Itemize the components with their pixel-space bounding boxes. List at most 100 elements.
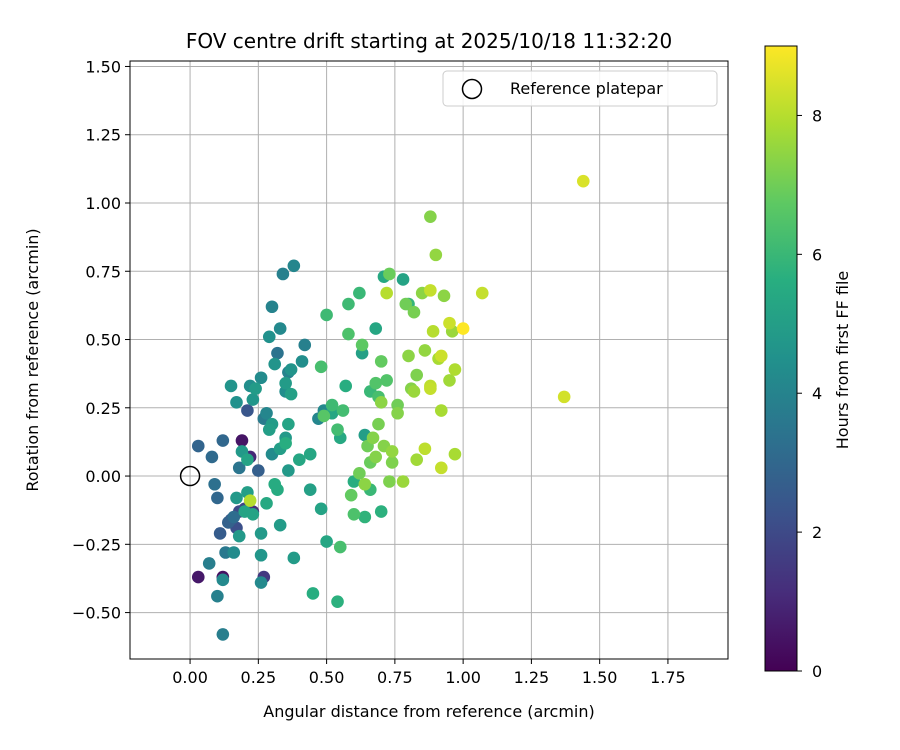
scatter-point (369, 322, 383, 335)
x-tick-label: 0.75 (377, 668, 413, 687)
scatter-point (284, 387, 298, 401)
x-tick-label: 0.50 (309, 668, 345, 687)
scatter-point (303, 447, 317, 461)
scatter-point (241, 453, 254, 466)
scatter-point (331, 423, 344, 436)
scatter-point (353, 467, 366, 480)
scatter-point (410, 368, 424, 382)
scatter-point (235, 434, 249, 447)
legend-label: Reference platepar (510, 79, 663, 98)
colorbar: 0 2 4 6 8 Hours from first FF file (764, 45, 852, 681)
scatter-point (557, 390, 571, 404)
y-axis-label: Rotation from reference (arcmin) (23, 228, 42, 491)
scatter-point (216, 628, 230, 641)
scatter-point (385, 456, 399, 469)
scatter-point (273, 322, 287, 335)
legend-marker-icon (461, 78, 483, 100)
scatter-point (380, 374, 393, 387)
x-tick-label: 1.50 (582, 668, 618, 687)
scatter-point (437, 289, 451, 303)
scatter-point (205, 450, 219, 464)
scatter-point (260, 406, 273, 420)
y-tick-label: 1.50 (85, 57, 121, 76)
scatter-point (424, 210, 437, 223)
scatter-point (380, 286, 393, 300)
scatter-point (369, 450, 383, 464)
scatter-point (448, 363, 462, 376)
scatter-point (254, 371, 268, 385)
scatter-point (336, 404, 350, 417)
scatter-point (355, 338, 369, 352)
scatter-point (418, 442, 432, 456)
scatter-point (374, 505, 388, 518)
scatter-point (282, 464, 295, 477)
scatter-point (385, 445, 399, 458)
scatter-point (342, 327, 355, 341)
scatter-point (249, 382, 262, 395)
scatter-point (254, 527, 268, 540)
scatter-point (448, 447, 462, 461)
colorbar-tick-label: 8 (812, 106, 822, 125)
colorbar-tick-label: 4 (812, 384, 822, 403)
scatter-point (443, 316, 456, 330)
scatter-point (407, 385, 421, 398)
scatter-point (287, 259, 301, 273)
scatter-point (246, 507, 260, 521)
x-tick-label: 0.25 (241, 668, 277, 687)
scatter-point (344, 488, 358, 502)
x-tick-label: 1.75 (650, 668, 686, 687)
axis-ticks: 0.00 0.25 0.50 0.75 1.00 1.25 1.50 1.75 −0.50 −0.… (72, 57, 686, 687)
scatter-point (268, 477, 282, 491)
scatter-point (295, 355, 309, 368)
y-tick-label: 0.50 (85, 331, 121, 350)
colorbar-tick-label: 0 (812, 662, 822, 681)
scatter-point (374, 396, 388, 409)
scatter-point (202, 557, 216, 570)
scatter-point (216, 573, 230, 587)
scatter-point (265, 300, 279, 314)
scatter-point (339, 379, 353, 393)
scatter-point (426, 325, 440, 338)
scatter-point (331, 595, 344, 608)
scatter-point (424, 284, 437, 297)
scatter-point (254, 576, 268, 589)
plot-frame (129, 60, 729, 660)
scatter-point (243, 494, 257, 507)
y-tick-label: 1.25 (85, 126, 121, 145)
scatter-point (303, 483, 317, 497)
scatter-point (456, 322, 470, 335)
scatter-point (279, 376, 292, 390)
scatter-point (429, 248, 443, 262)
scatter-point (213, 527, 227, 540)
scatter-point (279, 436, 292, 450)
scatter-point (314, 360, 328, 374)
scatter-point (353, 286, 366, 300)
colorbar-tick-label: 2 (812, 523, 822, 542)
scatter-point (396, 273, 410, 286)
x-tick-label: 0.00 (172, 668, 208, 687)
y-tick-label: 0.00 (85, 467, 121, 486)
y-tick-label: 0.75 (85, 262, 121, 281)
scatter-point (227, 546, 241, 559)
scatter-point (287, 551, 301, 565)
scatter-point (475, 286, 489, 300)
scatter-point (314, 502, 328, 516)
x-axis-label: Angular distance from reference (arcmin) (263, 702, 594, 721)
scatter-point (399, 297, 413, 311)
scatter-point (424, 382, 437, 395)
scatter-point (317, 409, 331, 423)
scatter-point (333, 540, 347, 554)
y-tick-label: 1.00 (85, 194, 121, 213)
scatter-point (366, 431, 380, 445)
scatter-point (230, 396, 243, 409)
y-tick-label: 0.25 (85, 399, 121, 418)
scatter-point (282, 417, 295, 431)
x-tick-label: 1.25 (514, 668, 550, 687)
scatter-points (191, 174, 590, 641)
chart-title: FOV centre drift starting at 2025/10/18 … (186, 29, 672, 53)
scatter-point (230, 491, 243, 505)
scatter-point (320, 535, 333, 548)
scatter-point (191, 439, 205, 453)
grid-lines (130, 61, 728, 659)
scatter-point (358, 510, 372, 524)
